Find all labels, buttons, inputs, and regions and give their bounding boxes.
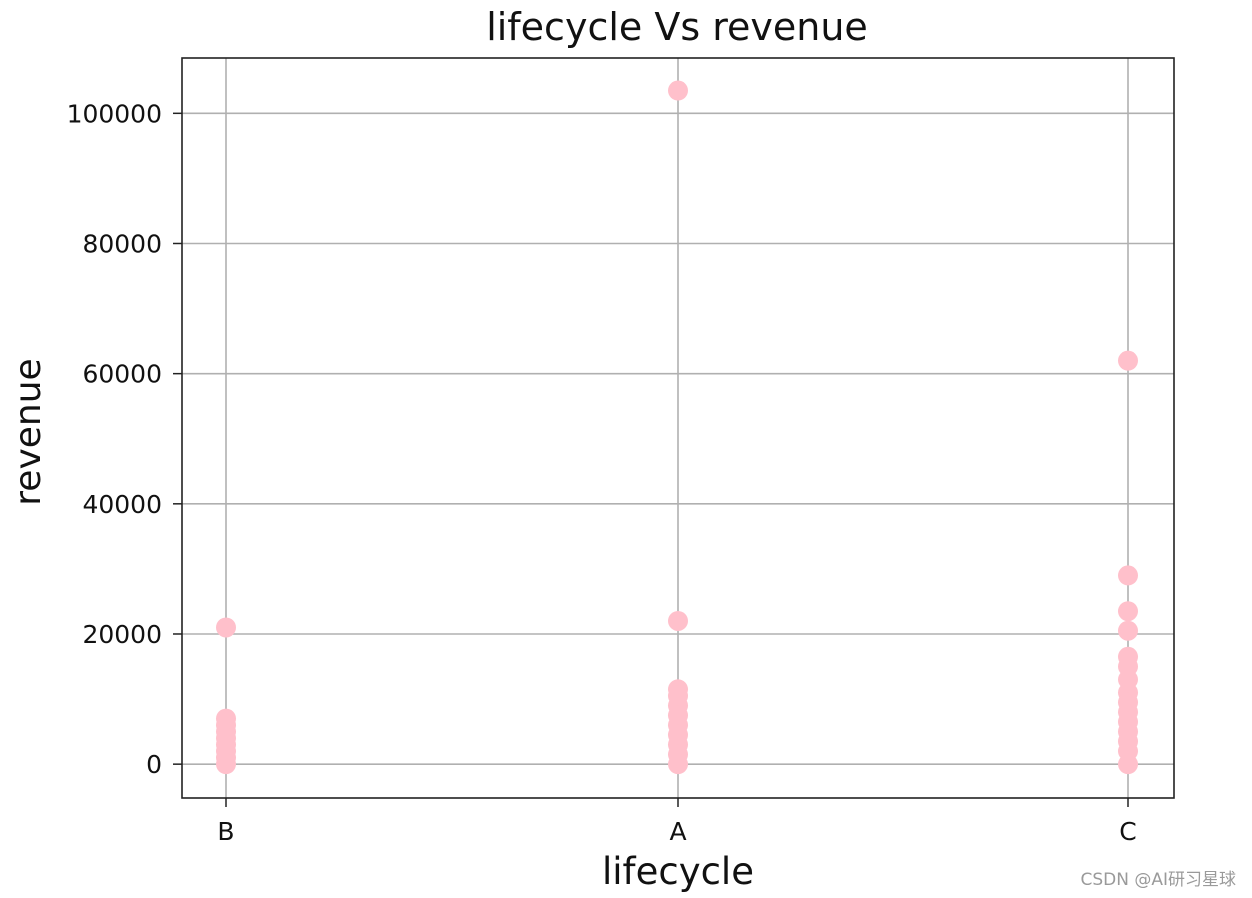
data-point: [668, 80, 688, 101]
data-point: [1118, 754, 1138, 775]
data-point: [668, 754, 688, 775]
x-tick-label: A: [669, 817, 686, 846]
x-tick-label: C: [1119, 817, 1136, 846]
y-axis-ticks: 0 20000 40000 60000 80000 100000: [67, 99, 182, 779]
y-tick-label: 0: [146, 750, 162, 779]
y-tick-label: 100000: [67, 99, 162, 128]
data-point: [216, 754, 236, 775]
y-tick-label: 60000: [82, 360, 162, 389]
grid-lines: [182, 58, 1174, 798]
data-points: [216, 80, 1138, 775]
data-point: [1118, 565, 1138, 586]
chart-title: lifecycle Vs revenue: [486, 5, 868, 49]
x-tick-label: B: [217, 817, 234, 846]
data-point: [668, 610, 688, 631]
data-point: [1118, 601, 1138, 622]
data-point: [216, 617, 236, 638]
y-tick-label: 20000: [82, 620, 162, 649]
y-tick-label: 80000: [82, 229, 162, 258]
y-tick-label: 40000: [82, 490, 162, 519]
watermark: CSDN @AI研习星球: [1080, 870, 1236, 890]
data-point: [1118, 350, 1138, 371]
data-point: [1118, 620, 1138, 641]
x-axis-label: lifecycle: [602, 850, 754, 893]
y-axis-label: revenue: [8, 358, 49, 505]
